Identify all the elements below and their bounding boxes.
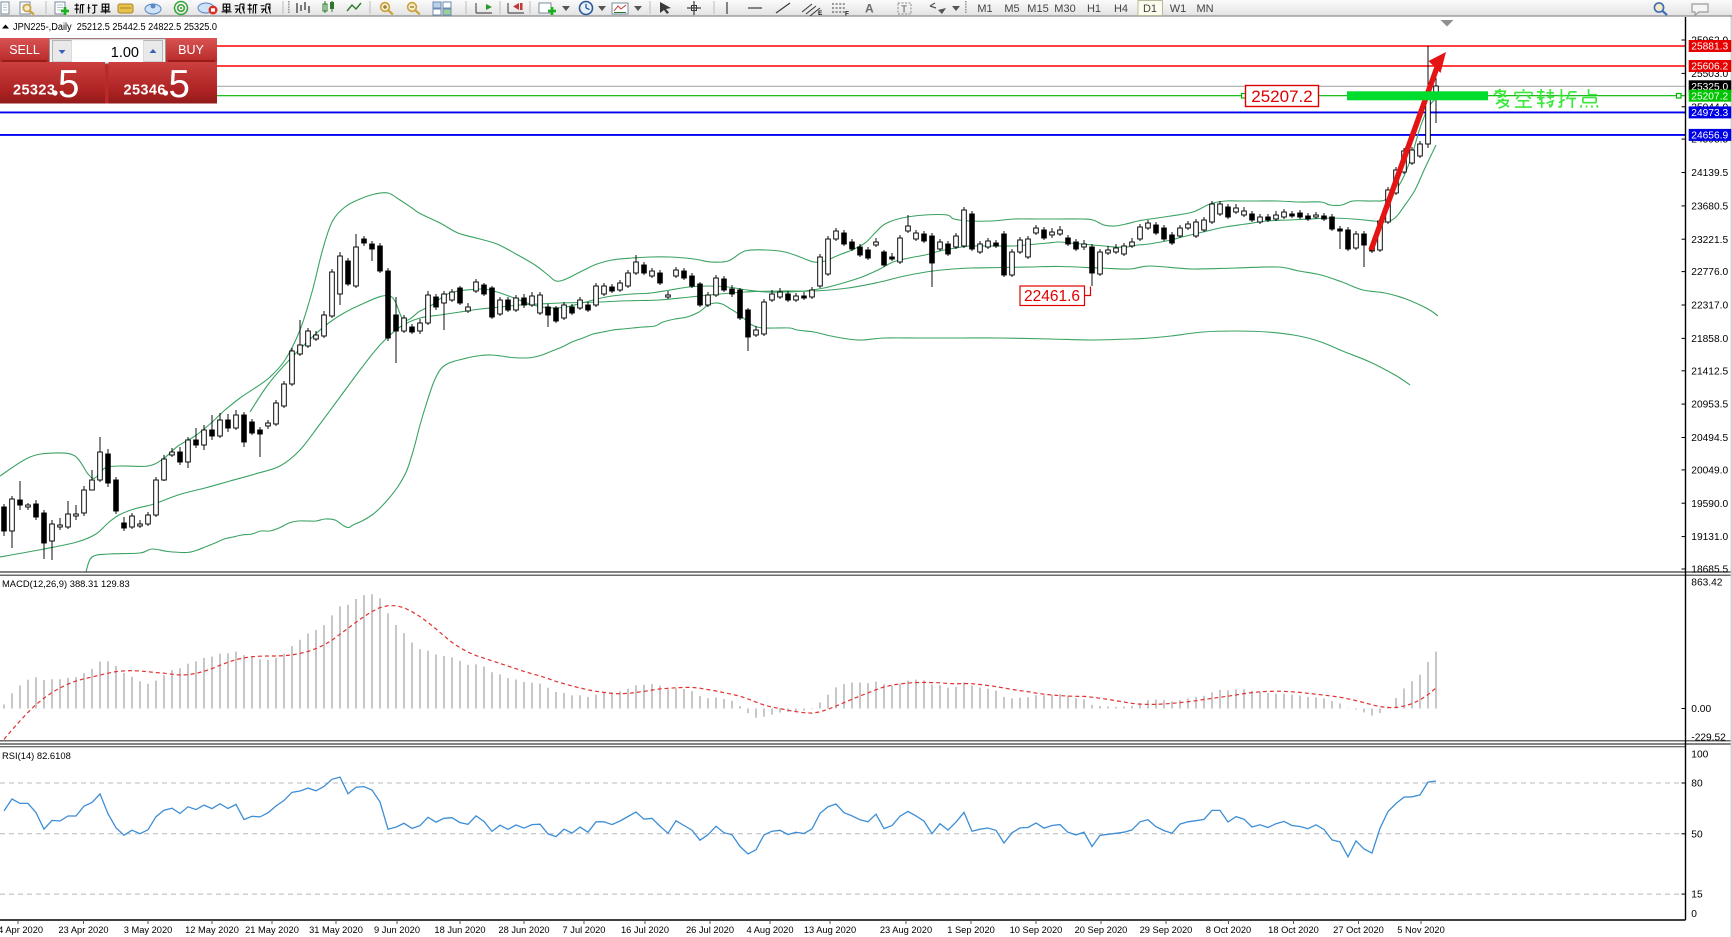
svg-text:RSI(14) 82.6108: RSI(14) 82.6108 <box>2 750 71 761</box>
svg-text:5: 5 <box>169 63 190 106</box>
svg-text:0: 0 <box>1691 909 1697 920</box>
svg-text:18685.5: 18685.5 <box>1691 565 1728 576</box>
svg-text:M30: M30 <box>1054 3 1075 15</box>
svg-text:3 May 2020: 3 May 2020 <box>124 925 173 935</box>
svg-text:31 May 2020: 31 May 2020 <box>309 925 363 935</box>
svg-text:27 Oct 2020: 27 Oct 2020 <box>1333 925 1384 935</box>
svg-text:100: 100 <box>1691 750 1708 761</box>
svg-text:16 Jul 2020: 16 Jul 2020 <box>621 925 669 935</box>
svg-text:50: 50 <box>1691 829 1703 840</box>
svg-text:29 Sep 2020: 29 Sep 2020 <box>1140 925 1193 935</box>
svg-text:25346: 25346 <box>124 83 166 99</box>
svg-text:-229.52: -229.52 <box>1691 732 1726 743</box>
svg-text:22776.0: 22776.0 <box>1691 267 1728 278</box>
svg-text:25207.2: 25207.2 <box>1691 91 1728 102</box>
svg-text:JPN225-,Daily 25212.5 25442.5: JPN225-,Daily 25212.5 25442.5 24822.5 25… <box>13 22 218 33</box>
svg-text:863.42: 863.42 <box>1691 577 1722 588</box>
svg-text:4 Aug 2020: 4 Aug 2020 <box>746 925 793 935</box>
svg-text:14 Apr 2020: 14 Apr 2020 <box>0 925 43 935</box>
svg-text:5: 5 <box>58 63 79 106</box>
svg-text:M15: M15 <box>1027 3 1048 15</box>
svg-text:10 Sep 2020: 10 Sep 2020 <box>1010 925 1063 935</box>
svg-text:23 Apr 2020: 23 Apr 2020 <box>58 925 108 935</box>
svg-text:7 Jul 2020: 7 Jul 2020 <box>563 925 606 935</box>
svg-text:E: E <box>818 10 823 17</box>
svg-text:18 Jun 2020: 18 Jun 2020 <box>434 925 485 935</box>
svg-text:24656.9: 24656.9 <box>1691 131 1728 142</box>
svg-text:20953.5: 20953.5 <box>1691 400 1728 411</box>
svg-text:23680.5: 23680.5 <box>1691 202 1728 213</box>
svg-text:BUY: BUY <box>178 43 204 57</box>
svg-text:MN: MN <box>1196 3 1213 15</box>
svg-text:20494.5: 20494.5 <box>1691 433 1728 444</box>
svg-text:T: T <box>901 5 907 16</box>
svg-text:MACD(12,26,9) 388.31 129.83: MACD(12,26,9) 388.31 129.83 <box>2 578 130 589</box>
svg-text:M1: M1 <box>977 3 992 15</box>
svg-text:F: F <box>845 11 849 18</box>
svg-text:80: 80 <box>1691 779 1703 790</box>
svg-text:12 May 2020: 12 May 2020 <box>185 925 239 935</box>
svg-text:0.00: 0.00 <box>1691 704 1711 715</box>
svg-text:22461.6: 22461.6 <box>1024 288 1080 305</box>
svg-text:13 Aug 2020: 13 Aug 2020 <box>804 925 856 935</box>
svg-text:18 Oct 2020: 18 Oct 2020 <box>1268 925 1319 935</box>
svg-text:26 Jul 2020: 26 Jul 2020 <box>686 925 734 935</box>
svg-text:25881.3: 25881.3 <box>1691 42 1728 53</box>
svg-text:1.00: 1.00 <box>111 45 139 61</box>
svg-text:21412.5: 21412.5 <box>1691 366 1728 377</box>
svg-text:25325.0: 25325.0 <box>1691 82 1728 93</box>
svg-text:22317.0: 22317.0 <box>1691 301 1728 312</box>
svg-text:20049.0: 20049.0 <box>1691 466 1728 477</box>
svg-text:H4: H4 <box>1114 3 1128 15</box>
svg-text:D1: D1 <box>1143 3 1157 15</box>
svg-text:23 Aug 2020: 23 Aug 2020 <box>880 925 932 935</box>
svg-text:21 May 2020: 21 May 2020 <box>245 925 299 935</box>
svg-text:24973.3: 24973.3 <box>1691 108 1728 119</box>
svg-text:15: 15 <box>1691 890 1703 901</box>
svg-text:M5: M5 <box>1004 3 1019 15</box>
svg-text:25503.0: 25503.0 <box>1691 69 1728 80</box>
svg-text:W1: W1 <box>1170 3 1187 15</box>
svg-text:5 Nov 2020: 5 Nov 2020 <box>1397 925 1445 935</box>
svg-text:SELL: SELL <box>9 43 40 57</box>
svg-text:19131.0: 19131.0 <box>1691 532 1728 543</box>
svg-text:21858.0: 21858.0 <box>1691 334 1728 345</box>
svg-text:H1: H1 <box>1087 3 1101 15</box>
svg-text:8 Oct 2020: 8 Oct 2020 <box>1206 925 1251 935</box>
svg-text:24139.5: 24139.5 <box>1691 168 1728 179</box>
svg-text:1 Sep 2020: 1 Sep 2020 <box>947 925 995 935</box>
svg-text:23221.5: 23221.5 <box>1691 235 1728 246</box>
svg-text:25606.2: 25606.2 <box>1691 62 1728 73</box>
svg-text:20 Sep 2020: 20 Sep 2020 <box>1075 925 1128 935</box>
svg-text:A: A <box>865 2 874 16</box>
svg-text:28 Jun 2020: 28 Jun 2020 <box>498 925 549 935</box>
svg-text:9 Jun 2020: 9 Jun 2020 <box>374 925 420 935</box>
svg-text:25323: 25323 <box>13 83 55 99</box>
svg-text:25207.2: 25207.2 <box>1251 87 1312 106</box>
svg-text:19590.0: 19590.0 <box>1691 499 1728 510</box>
